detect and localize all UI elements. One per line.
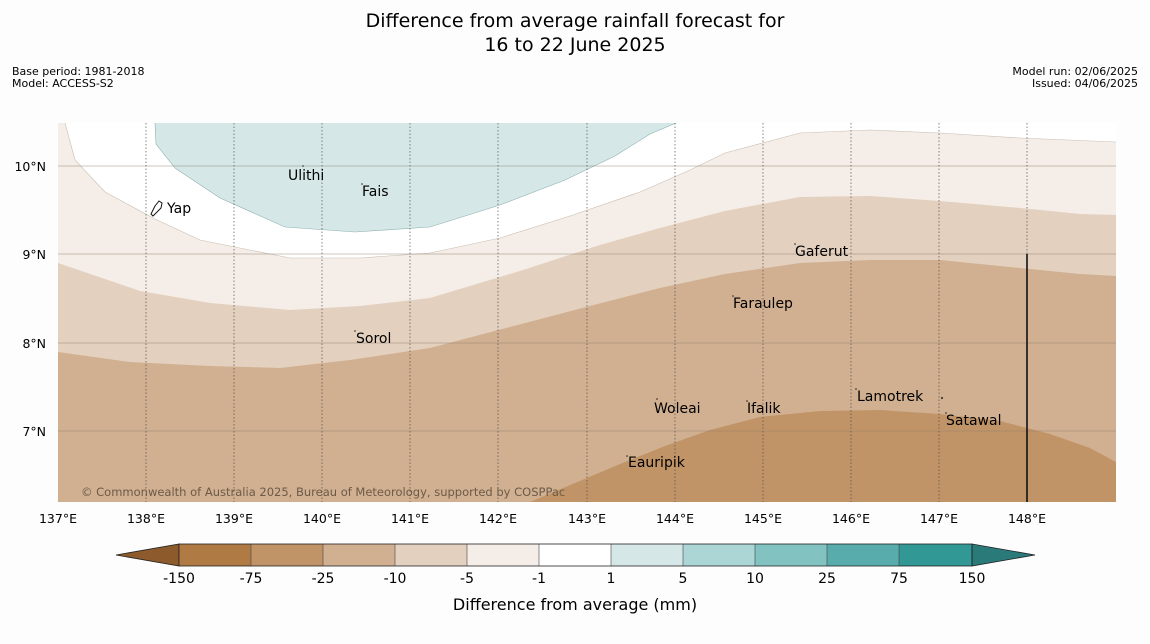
colorbar: -150 -75 -25 -10 -5 -1 1 5 10 25 75 150 … bbox=[115, 543, 1036, 614]
lon-tick-143e: 143°E bbox=[568, 511, 606, 526]
colorbar-high-extension bbox=[971, 543, 1036, 567]
colorbar-bin-25-75 bbox=[827, 544, 899, 566]
lon-tick-141e: 141°E bbox=[391, 511, 429, 526]
lon-tick-146e: 146°E bbox=[832, 511, 870, 526]
colorbar-bin-minus1-1 bbox=[539, 544, 611, 566]
place-woleai: Woleai bbox=[654, 401, 701, 417]
colorbar-bin-minus25-minus10 bbox=[323, 544, 395, 566]
model-run-label: Model run: 02/06/2025 bbox=[1012, 65, 1138, 78]
contour-lines bbox=[64, 123, 1116, 259]
place-gaferut: Gaferut bbox=[795, 244, 849, 260]
place-lamotrek: Lamotrek bbox=[857, 389, 924, 405]
colorbar-bin-75-150 bbox=[899, 544, 972, 566]
colorbar-bin-5-10 bbox=[683, 544, 755, 566]
colorbar-tick-minus5: -5 bbox=[460, 571, 474, 587]
colorbar-tick-minus10: -10 bbox=[384, 571, 407, 587]
title-line-2: 16 to 22 June 2025 bbox=[484, 34, 666, 56]
colorbar-tick-minus75: -75 bbox=[240, 571, 263, 587]
place-ulithi: Ulithi bbox=[288, 168, 324, 184]
lon-tick-140e: 140°E bbox=[303, 511, 341, 526]
lon-tick-139e: 139°E bbox=[215, 511, 253, 526]
band-1-to-5 bbox=[155, 123, 676, 232]
colorbar-tick-150: 150 bbox=[959, 571, 986, 587]
lon-tick-147e: 147°E bbox=[920, 511, 958, 526]
colorbar-tick-5: 5 bbox=[679, 571, 688, 587]
place-sorol: Sorol bbox=[356, 331, 391, 347]
issued-label: Issued: 04/06/2025 bbox=[1031, 77, 1138, 90]
map-title: Difference from average rainfall forecas… bbox=[0, 9, 1150, 57]
longitude-labels: 137°E 138°E 139°E 140°E 141°E 142°E 143°… bbox=[39, 511, 1046, 526]
colorbar-tick-10: 10 bbox=[746, 571, 764, 587]
island-markers bbox=[302, 165, 947, 457]
place-faraulep: Faraulep bbox=[733, 296, 793, 312]
lat-tick-8n: 8°N bbox=[22, 336, 46, 351]
lon-tick-142e: 142°E bbox=[479, 511, 517, 526]
lon-tick-137e: 137°E bbox=[39, 511, 77, 526]
place-yap: Yap bbox=[166, 201, 191, 217]
longitude-gridlines bbox=[145, 123, 1028, 502]
title-line-1: Difference from average rainfall forecas… bbox=[365, 10, 785, 32]
lat-tick-9n: 9°N bbox=[22, 247, 46, 262]
meta-left: Base period: 1981-2018 Model: ACCESS-S2 bbox=[12, 66, 144, 90]
place-eauripik: Eauripik bbox=[628, 455, 686, 471]
latitude-labels: 10°N 9°N 8°N 7°N bbox=[14, 159, 46, 439]
colorbar-tick-75: 75 bbox=[890, 571, 908, 587]
copyright-notice: © Commonwealth of Australia 2025, Bureau… bbox=[81, 485, 565, 499]
map-area: Ulithi Fais Yap Gaferut Faraulep Sorol W… bbox=[58, 123, 1116, 502]
colorbar-bin-minus150-minus75 bbox=[179, 544, 251, 566]
lat-tick-7n: 7°N bbox=[22, 424, 46, 439]
colorbar-bin-minus75-minus25 bbox=[251, 544, 323, 566]
lon-tick-145e: 145°E bbox=[744, 511, 782, 526]
colorbar-tick-minus25: -25 bbox=[312, 571, 335, 587]
lon-tick-148e: 148°E bbox=[1008, 511, 1046, 526]
colorbar-bin-minus10-minus5 bbox=[395, 544, 467, 566]
lon-tick-138e: 138°E bbox=[127, 511, 165, 526]
place-ifalik: Ifalik bbox=[747, 401, 781, 417]
place-satawal: Satawal bbox=[946, 413, 1001, 429]
model-label: Model: ACCESS-S2 bbox=[12, 77, 114, 90]
lat-tick-10n: 10°N bbox=[14, 159, 46, 174]
base-period-label: Base period: 1981-2018 bbox=[12, 65, 145, 78]
colorbar-title: Difference from average (mm) bbox=[453, 595, 697, 614]
colorbar-bin-1-5 bbox=[611, 544, 683, 566]
colorbar-low-extension bbox=[115, 543, 180, 567]
colorbar-tick-minus1: -1 bbox=[532, 571, 546, 587]
colorbar-tick-25: 25 bbox=[818, 571, 836, 587]
colorbar-bin-minus5-minus1 bbox=[467, 544, 539, 566]
colorbar-tick-minus150: -150 bbox=[163, 571, 195, 587]
band-minus75-to-minus25 bbox=[530, 410, 1116, 502]
colorbar-bin-10-25 bbox=[755, 544, 827, 566]
lon-tick-144e: 144°E bbox=[656, 511, 694, 526]
yap-island-shape bbox=[150, 200, 163, 217]
meta-right: Model run: 02/06/2025 Issued: 04/06/2025 bbox=[1012, 66, 1138, 90]
colorbar-tick-1: 1 bbox=[607, 571, 616, 587]
place-fais: Fais bbox=[362, 184, 389, 200]
